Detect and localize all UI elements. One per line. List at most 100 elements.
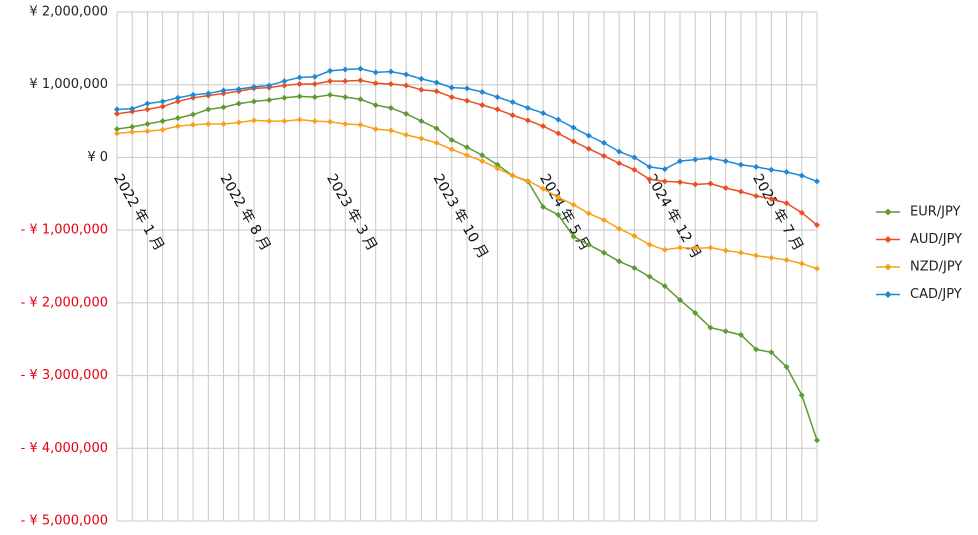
point xyxy=(479,158,486,165)
point xyxy=(768,349,775,356)
point xyxy=(327,118,334,125)
point xyxy=(159,126,166,133)
point xyxy=(311,118,318,125)
point xyxy=(753,346,760,353)
point xyxy=(540,203,547,210)
point xyxy=(250,98,257,105)
point xyxy=(311,80,318,87)
point xyxy=(768,254,775,261)
point xyxy=(357,121,364,128)
point xyxy=(768,195,775,202)
point xyxy=(266,96,273,103)
point xyxy=(266,118,273,125)
point xyxy=(585,241,592,248)
point xyxy=(540,123,547,130)
x-tick-label: 2023 年 10 月 xyxy=(430,171,491,261)
point xyxy=(783,256,790,263)
point xyxy=(814,265,820,272)
point xyxy=(144,106,151,113)
point xyxy=(631,166,638,173)
point xyxy=(783,363,790,370)
x-tick-label: 2025 年 7 月 xyxy=(749,171,806,253)
point xyxy=(220,87,227,94)
point xyxy=(585,210,592,217)
point xyxy=(707,324,714,331)
point xyxy=(494,161,501,168)
legend-marker xyxy=(884,236,892,243)
point xyxy=(448,146,455,153)
point xyxy=(646,273,653,280)
y-tick-label: - ¥ 2,000,000 xyxy=(21,295,108,310)
point xyxy=(190,91,197,98)
point xyxy=(768,166,775,173)
point xyxy=(555,194,562,201)
point xyxy=(114,126,120,133)
legend-label: EUR/JPY xyxy=(910,205,961,220)
point xyxy=(600,249,607,256)
legend-marker xyxy=(884,263,892,271)
point xyxy=(114,130,120,137)
point xyxy=(448,94,455,101)
point xyxy=(403,71,410,78)
point xyxy=(814,222,820,229)
point xyxy=(646,176,653,183)
point xyxy=(479,102,486,109)
point xyxy=(707,155,714,162)
point xyxy=(798,209,805,216)
point xyxy=(753,252,760,259)
point xyxy=(722,158,729,165)
point xyxy=(631,154,638,161)
point xyxy=(342,94,349,101)
point xyxy=(235,119,242,126)
point xyxy=(616,148,623,155)
point xyxy=(357,77,364,84)
point xyxy=(661,166,668,173)
point xyxy=(418,135,425,142)
point xyxy=(570,138,577,145)
point xyxy=(403,131,410,138)
point xyxy=(570,233,577,240)
point xyxy=(372,126,379,133)
point xyxy=(753,163,760,170)
point xyxy=(159,98,166,105)
point xyxy=(220,120,227,127)
point xyxy=(692,310,699,317)
point xyxy=(174,94,181,101)
point xyxy=(433,79,440,86)
point xyxy=(479,152,486,159)
point xyxy=(372,80,379,87)
point xyxy=(616,258,623,265)
point xyxy=(174,123,181,130)
point xyxy=(372,69,379,76)
point xyxy=(144,120,151,127)
point xyxy=(464,152,470,159)
point xyxy=(783,168,790,175)
point xyxy=(448,84,455,91)
x-tick-label: 2023 年 3 月 xyxy=(323,171,380,253)
x-tick-label: 2022 年 8 月 xyxy=(217,171,274,253)
point xyxy=(646,163,653,170)
legend-marker xyxy=(884,291,892,298)
point xyxy=(677,179,684,186)
point xyxy=(205,90,212,97)
point xyxy=(540,110,547,117)
point xyxy=(737,331,744,338)
point xyxy=(433,139,440,146)
point xyxy=(174,98,181,105)
point xyxy=(692,156,699,163)
point xyxy=(631,264,638,271)
point xyxy=(418,86,425,93)
y-tick-label: ¥ 2,000,000 xyxy=(29,5,108,20)
point xyxy=(509,99,516,106)
point xyxy=(281,94,288,101)
point xyxy=(387,104,394,111)
point xyxy=(555,130,562,137)
point xyxy=(555,211,562,218)
point xyxy=(296,80,303,87)
point xyxy=(114,110,120,117)
point xyxy=(570,201,577,208)
point xyxy=(235,100,242,107)
point xyxy=(174,115,181,122)
point xyxy=(190,111,197,118)
